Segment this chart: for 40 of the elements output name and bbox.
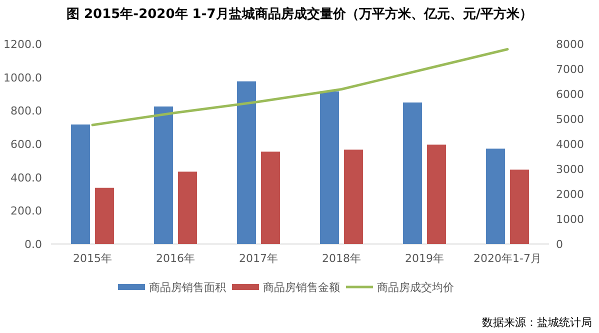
chart-title: 图 2015年-2020年 1-7月盐城商品房成交量价（万平方米、亿元、元/平方米） [66,6,533,22]
bar [71,124,90,244]
y2-tick-label: 0 [556,238,563,251]
y2-tick-label: 6000 [556,88,584,101]
x-tick-label: 2020年1-7月 [474,252,542,265]
y2-tick-label: 3000 [556,163,584,176]
y-tick-label: 400.0 [10,171,42,184]
x-tick-label: 2016年 [156,252,195,265]
y-tick-label: 0.0 [24,238,42,251]
y2-tick-label: 2000 [556,188,584,201]
bar [154,106,173,244]
bar [320,91,339,244]
line-series [91,48,509,126]
bar [403,102,422,244]
y2-tick-label: 8000 [556,38,584,51]
bar [427,144,446,244]
legend-label: 商品房销售金额 [263,281,340,294]
y-tick-label: 600.0 [10,138,42,151]
bar [510,170,529,244]
y-tick-label: 1000.0 [4,71,42,84]
x-tick-label: 2019年 [405,252,444,265]
x-tick-label: 2018年 [322,252,361,265]
y2-tick-label: 5000 [556,113,584,126]
y-tick-label: 800.0 [10,104,42,118]
bar [178,172,197,244]
x-tick-label: 2015年 [73,252,112,265]
source-note: 数据来源：盐城统计局 [482,316,592,329]
bar [344,150,363,244]
x-tick-label: 2017年 [239,252,278,265]
y2-tick-label: 7000 [556,63,584,76]
y-tick-label: 200.0 [10,204,42,218]
y2-tick-label: 4000 [556,138,584,151]
y2-tick-label: 1000 [556,213,584,226]
legend-label: 商品房成交均价 [377,281,454,294]
bar [237,81,256,244]
bar [95,188,114,244]
bar [261,152,280,244]
bar [486,148,505,244]
y-tick-label: 1200.0 [4,38,42,51]
legend-label: 商品房销售面积 [149,281,226,294]
